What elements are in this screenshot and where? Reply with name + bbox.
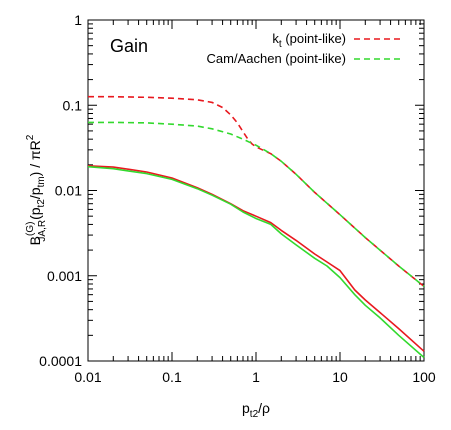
- plot-frame: [87, 19, 425, 362]
- y-axis-label-sup: (G): [25, 222, 36, 236]
- y-axis-label-sub: JA,R: [37, 220, 48, 242]
- x-axis-label: pt2/ρ: [242, 400, 270, 420]
- y-tick-label: 1: [74, 12, 82, 28]
- series-line-2: [87, 165, 425, 352]
- x-tick-label: 0.01: [74, 369, 101, 385]
- legend-label-kt: kt (point-like): [272, 31, 346, 50]
- x-tick-label: 100: [412, 369, 436, 385]
- y-axis-label-sub3: tm: [36, 176, 47, 187]
- x-axis-label-main: p: [242, 400, 250, 416]
- series-line-3: [87, 165, 425, 359]
- y-tick-label: 0.1: [63, 97, 83, 113]
- x-axis-label-sub: t2: [250, 409, 259, 420]
- y-axis-label: B(G)JA,R(pt2/ptm) / πR2: [25, 134, 48, 245]
- legend-kt-sub: t: [279, 39, 282, 50]
- axis-tick-labels: 0.01 0.1 1 10 100 0.0001 0.001 0.01 0.1 1: [39, 12, 436, 385]
- x-axis-label-tail: /ρ: [258, 400, 270, 416]
- axis-ticks: [87, 20, 424, 362]
- y-axis-label-mid: (p: [27, 207, 43, 220]
- y-axis-label-main: B: [27, 236, 43, 245]
- y-axis-label-sup2: 2: [25, 134, 36, 140]
- x-tick-label: 10: [332, 369, 348, 385]
- x-tick-label: 0.1: [162, 369, 182, 385]
- series-line-0: [88, 95, 425, 288]
- y-axis-label-tail: ) / πR: [27, 140, 43, 176]
- legend-label-cam-aachen: Cam/Aachen (point-like): [207, 51, 346, 66]
- legend-kt-main: k: [272, 31, 279, 46]
- gain-annotation: Gain: [110, 36, 148, 56]
- series-layer: [87, 95, 425, 359]
- y-axis-label-mid2: /p: [27, 187, 43, 199]
- legend-kt-tail: (point-like): [282, 31, 346, 46]
- x-tick-label: 1: [252, 369, 260, 385]
- y-tick-label: 0.01: [55, 183, 82, 199]
- y-tick-label: 0.0001: [39, 353, 82, 369]
- series-line-1: [88, 121, 425, 288]
- y-axis-label-sub2: t2: [36, 199, 47, 208]
- y-tick-label: 0.001: [47, 268, 82, 284]
- legend: kt (point-like) Cam/Aachen (point-like): [207, 31, 404, 66]
